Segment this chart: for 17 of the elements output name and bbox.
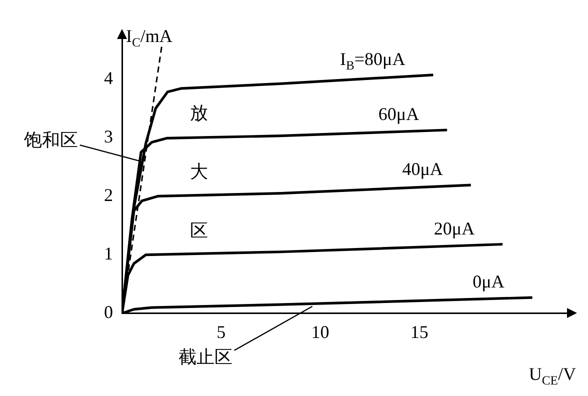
annotation: 区 (190, 220, 208, 240)
y-tick-label: 0 (104, 302, 113, 322)
y-tick-label: 3 (104, 126, 113, 146)
x-tick-label: 10 (311, 322, 330, 342)
annotation: 大 (190, 162, 208, 182)
x-tick-label: 5 (216, 322, 226, 342)
annotation: 截止区 (178, 347, 232, 368)
series-label: 0μA (472, 272, 504, 292)
series-label: 40μA (402, 159, 443, 180)
series-label: 20μA (434, 218, 475, 238)
y-tick-label: 2 (104, 184, 113, 205)
x-tick-label: 15 (410, 322, 428, 342)
annotation: 放 (190, 103, 208, 124)
annotation: 饱和区 (22, 130, 78, 150)
y-tick-label: 1 (104, 244, 113, 264)
series-label: 60μA (378, 104, 420, 124)
y-tick-label: 4 (104, 68, 113, 88)
